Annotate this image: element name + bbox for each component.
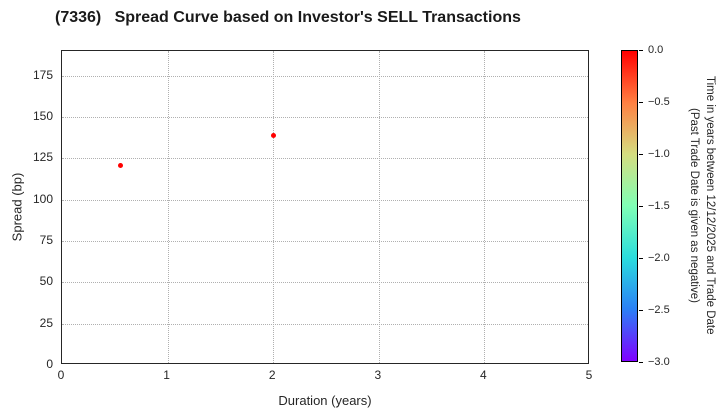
colorbar-tick-label: −2.5	[648, 303, 670, 316]
colorbar-tick-mark	[639, 206, 643, 207]
x-axis-tick-labels: 0 1 2 3 4 5	[57, 368, 593, 382]
gridline-vertical	[273, 51, 275, 363]
y-axis-label: Spread (bp)	[9, 172, 25, 242]
colorbar-tick-mark	[639, 258, 643, 259]
gridline-horizontal	[62, 323, 588, 325]
colorbar-tick-label: −2.0	[648, 251, 670, 264]
gridline-vertical	[378, 51, 380, 363]
colorbar-axis-label: Time in years between 12/12/2025 and Tra…	[682, 40, 718, 370]
colorbar-label-line2: (Past Trade Date is given as negative)	[688, 107, 700, 303]
x-tick-label: 0	[57, 368, 65, 382]
y-tick-label: 50	[39, 274, 53, 289]
colorbar-tick-label: −1.0	[648, 147, 670, 160]
data-point	[270, 132, 276, 138]
colorbar-tick-mark	[639, 310, 643, 311]
gridline-vertical	[484, 51, 486, 363]
colorbar-tick-label: −1.5	[648, 199, 670, 212]
y-axis-tick-labels: 0 25 50 75 100 125 150 175	[0, 50, 53, 371]
colorbar-gradient	[621, 50, 638, 362]
colorbar-tick-mark	[639, 362, 643, 363]
plot-area	[61, 50, 589, 364]
colorbar-tick-mark	[639, 102, 643, 103]
colorbar-tick-mark	[639, 154, 643, 155]
y-tick-label: 25	[39, 315, 53, 330]
x-axis-label: Duration (years)	[278, 393, 372, 408]
y-tick-label: 100	[32, 191, 53, 206]
gridline-horizontal	[62, 75, 588, 77]
x-tick-label: 3	[374, 368, 382, 382]
colorbar-tick-label: 0.0	[648, 43, 664, 56]
y-tick-label: 150	[32, 109, 53, 124]
colorbar-tick-label: −0.5	[648, 95, 670, 108]
x-tick-label: 4	[480, 368, 487, 382]
gridline-horizontal	[62, 282, 588, 284]
colorbar-tick-mark	[639, 50, 643, 51]
x-tick-label: 1	[163, 368, 170, 382]
data-point	[117, 162, 123, 168]
gridline-horizontal	[62, 117, 588, 119]
colorbar-tick-label: −3.0	[648, 355, 670, 368]
x-tick-label: 5	[585, 368, 593, 382]
gridline-horizontal	[62, 241, 588, 243]
y-tick-label: 175	[32, 67, 53, 82]
gridline-vertical	[167, 51, 169, 363]
x-tick-label: 2	[268, 368, 276, 382]
y-tick-label: 125	[32, 150, 53, 165]
chart-title: (7336) Spread Curve based on Investor's …	[55, 9, 521, 26]
gridline-horizontal	[62, 199, 588, 201]
colorbar-label-line1: Time in years between 12/12/2025 and Tra…	[704, 75, 716, 335]
gridline-horizontal	[62, 158, 588, 160]
y-tick-label: 0	[46, 357, 53, 371]
y-tick-label: 75	[39, 233, 53, 248]
